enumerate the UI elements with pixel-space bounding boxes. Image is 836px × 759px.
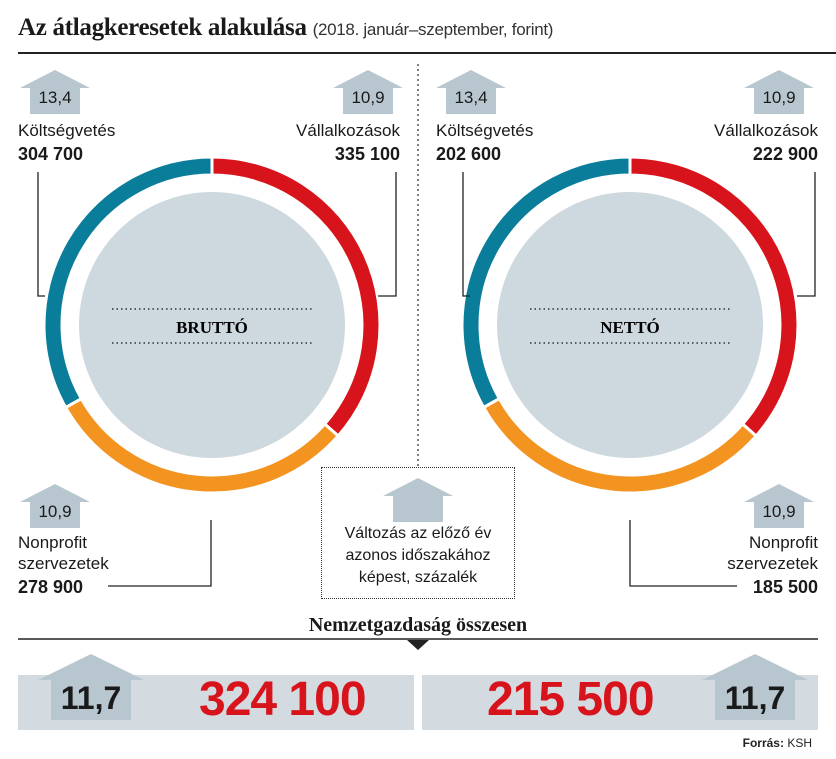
segment-label-netto-vallalkozasok: Vállalkozások <box>714 121 818 140</box>
leader-line-netto-koltsegvetes <box>462 172 470 297</box>
segment-value-netto-nonprofit: 185 500 <box>752 577 818 597</box>
up-arrow-icon <box>702 654 808 720</box>
donut-netto <box>460 155 800 495</box>
change-value: 10,9 <box>351 88 385 107</box>
source-prefix: Forrás: <box>742 736 784 750</box>
leader-line-brutto-koltsegvetes <box>37 172 45 297</box>
total-value-brutto: 324 100 <box>199 673 367 726</box>
donut-brutto <box>42 155 382 495</box>
segment-label-netto-koltsegvetes: Költségvetés <box>436 121 534 140</box>
up-arrow-icon <box>20 484 90 528</box>
leader-lines <box>37 172 816 587</box>
donut-segment-brutto-koltsegvetes <box>42 155 214 410</box>
total-change-brutto: 11,7 <box>60 680 122 716</box>
pointer-triangle-icon <box>407 640 429 650</box>
up-arrow-icon <box>744 70 814 114</box>
up-arrow-icon <box>436 70 506 114</box>
legend-text: Változás az előző év azonos időszakához … <box>330 523 506 589</box>
donut-segment-netto-koltsegvetes <box>460 155 632 410</box>
segment-label-netto-nonprofit-line2: szervezetek <box>727 554 818 573</box>
total-value-netto: 215 500 <box>487 673 655 726</box>
chart-subtitle: (2018. január–szeptember, forint) <box>312 20 554 39</box>
change-value: 10,9 <box>38 502 72 521</box>
source-name: KSH <box>787 736 812 750</box>
legend-line-1: Változás az előző év <box>344 525 492 542</box>
total-divider <box>18 638 818 650</box>
title-divider <box>18 52 836 54</box>
change-value: 10,9 <box>762 88 796 107</box>
leader-line-brutto-nonprofit <box>108 520 212 587</box>
center-label-netto: NETTÓ <box>600 318 660 337</box>
total-label: Nemzetgazdaság összesen <box>308 614 528 636</box>
legend-line-2: azonos időszakához <box>345 547 491 564</box>
up-arrow-icon <box>38 654 144 720</box>
up-arrow-icon <box>744 484 814 528</box>
leader-line-netto-nonprofit <box>629 520 737 587</box>
change-arrow-netto-vallalkozasok: 10,9 <box>744 70 814 114</box>
segment-value-brutto-vallalkozasok: 335 100 <box>334 144 400 164</box>
chart-title-text: Az átlagkeresetek alakulása <box>18 14 307 41</box>
segment-label-brutto-nonprofit-line1: Nonprofit <box>18 533 87 552</box>
change-arrow-brutto-koltsegvetes: 13,4 <box>20 70 90 114</box>
total-change-netto: 11,7 <box>724 680 786 716</box>
change-arrow-netto-koltsegvetes: 13,4 <box>436 70 506 114</box>
segment-value-netto-vallalkozasok: 222 900 <box>752 144 818 164</box>
segment-label-netto-nonprofit-line1: Nonprofit <box>749 533 818 552</box>
legend-arrow <box>383 478 453 522</box>
segment-label-brutto-koltsegvetes: Költségvetés <box>18 121 116 140</box>
change-arrow-netto-nonprofit: 10,9 <box>744 484 814 528</box>
up-arrow-icon <box>20 70 90 114</box>
center-label-brutto: BRUTTÓ <box>176 318 248 337</box>
segment-label-brutto-vallalkozasok: Vállalkozások <box>296 121 400 140</box>
segment-value-netto-koltsegvetes: 202 600 <box>436 144 502 164</box>
up-arrow-icon <box>333 70 403 114</box>
source-note: Forrás: KSH <box>743 736 812 750</box>
segment-value-brutto-nonprofit: 278 900 <box>18 577 84 597</box>
leader-line-netto-vallalkozasok <box>797 172 816 297</box>
up-arrow-icon <box>383 478 453 522</box>
segment-label-brutto-nonprofit-line2: szervezetek <box>18 554 109 573</box>
total-arrow-brutto <box>38 654 144 720</box>
segment-value-brutto-koltsegvetes: 304 700 <box>18 144 84 164</box>
change-arrow-brutto-vallalkozasok: 10,9 <box>333 70 403 114</box>
change-arrow-brutto-nonprofit: 10,9 <box>20 484 90 528</box>
leader-line-brutto-vallalkozasok <box>378 172 397 297</box>
change-value: 10,9 <box>762 502 796 521</box>
change-value: 13,4 <box>454 88 488 107</box>
chart-title: Az átlagkeresetek alakulása (2018. januá… <box>18 14 553 42</box>
total-arrow-netto <box>702 654 808 720</box>
center-dotted-lines <box>112 308 730 344</box>
legend-line-3: képest, százalék <box>358 569 478 586</box>
donut-center-netto <box>497 192 763 458</box>
donut-center-brutto <box>79 192 345 458</box>
change-value: 13,4 <box>38 88 72 107</box>
